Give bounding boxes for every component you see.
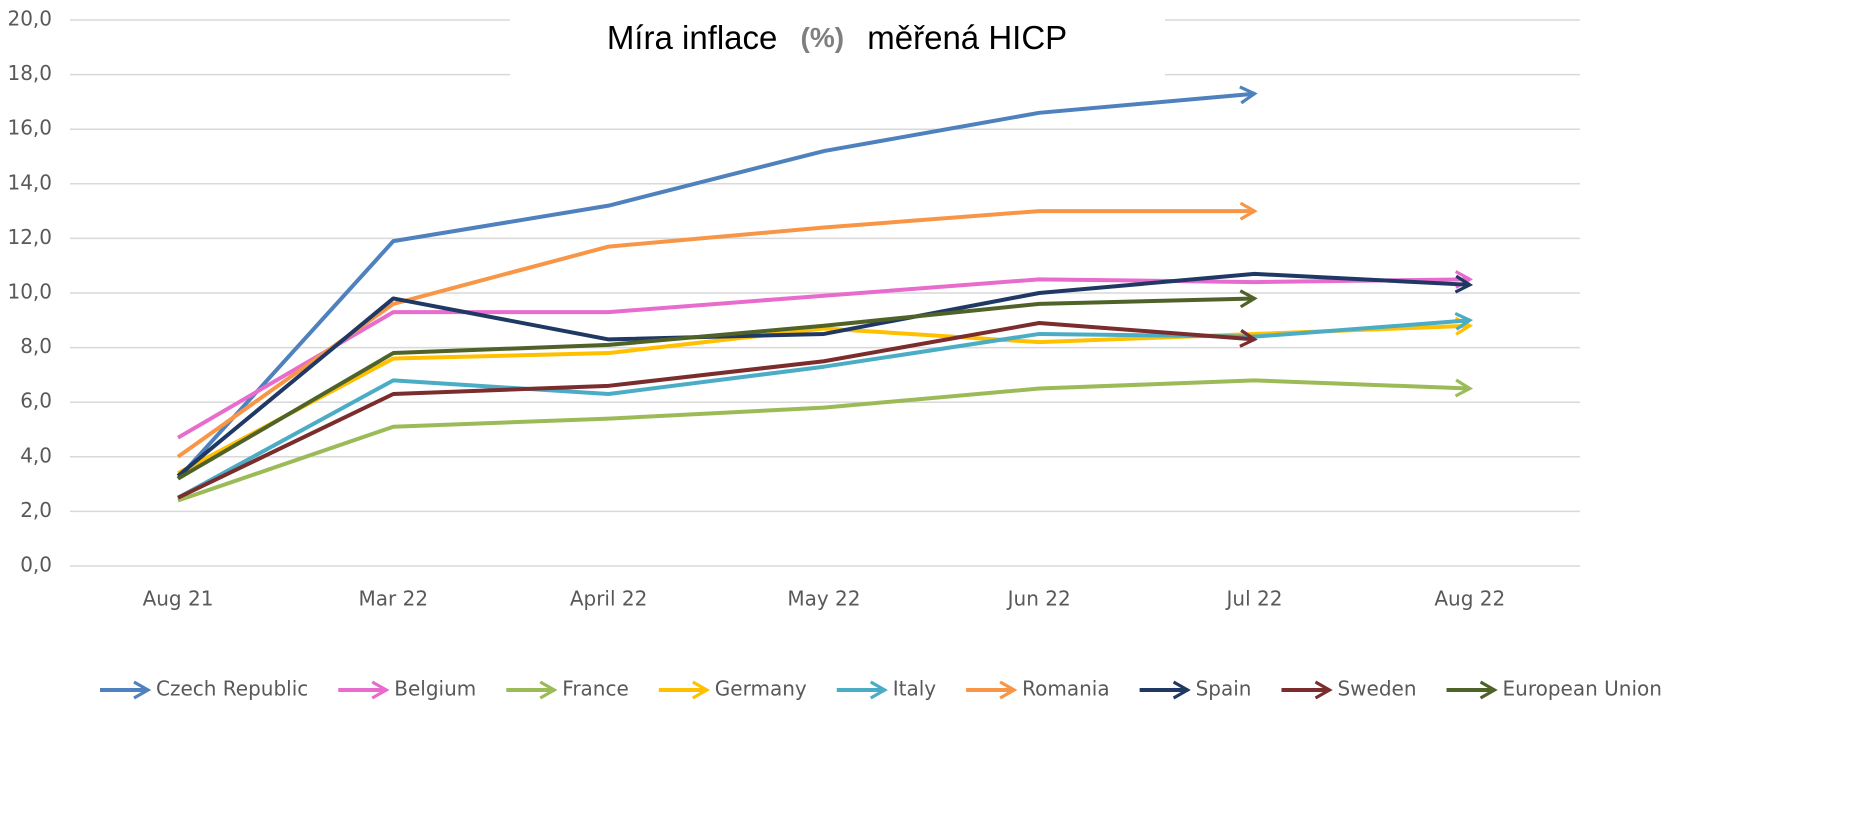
y-tick-label: 12,0 xyxy=(7,225,52,249)
series-line xyxy=(176,270,1474,440)
legend-label: Czech Republic xyxy=(156,677,308,701)
x-tick-label: Jun 22 xyxy=(1006,587,1071,611)
series-line xyxy=(177,378,1474,503)
x-tick-label: April 22 xyxy=(570,587,648,611)
x-tick-label: Aug 21 xyxy=(143,587,214,611)
y-tick-label: 6,0 xyxy=(20,389,52,413)
legend-label: Italy xyxy=(893,677,937,701)
x-tick-label: Mar 22 xyxy=(359,587,429,611)
series-line xyxy=(177,321,1258,500)
y-tick-label: 2,0 xyxy=(20,498,52,522)
x-tick-label: Aug 22 xyxy=(1434,587,1505,611)
title-box xyxy=(510,0,1165,76)
title-part: měřená HICP xyxy=(867,19,1067,56)
legend-label: Spain xyxy=(1196,677,1252,701)
series-line xyxy=(176,85,1258,480)
y-tick-label: 20,0 xyxy=(7,7,52,31)
y-tick-label: 10,0 xyxy=(7,280,52,304)
legend-label: Sweden xyxy=(1337,677,1416,701)
y-tick-label: 14,0 xyxy=(7,170,52,194)
y-tick-label: 0,0 xyxy=(20,553,52,577)
legend-label: European Union xyxy=(1503,677,1662,701)
y-tick-label: 8,0 xyxy=(20,334,52,358)
y-tick-label: 4,0 xyxy=(20,443,52,467)
legend-label: France xyxy=(562,677,629,701)
legend-label: Germany xyxy=(715,677,807,701)
y-tick-label: 16,0 xyxy=(7,116,52,140)
title-part: (%) xyxy=(801,22,845,53)
x-tick-label: May 22 xyxy=(787,587,860,611)
x-tick-label: Jul 22 xyxy=(1225,587,1283,611)
title-part: Míra inflace xyxy=(607,19,778,56)
series-line xyxy=(176,271,1474,478)
grid xyxy=(70,19,1580,567)
y-tick-label: 18,0 xyxy=(7,61,52,85)
legend-label: Romania xyxy=(1022,677,1109,701)
chart-title: Míra inflace (%) měřená HICP xyxy=(607,19,1067,56)
legend-label: Belgium xyxy=(394,677,476,701)
series-line xyxy=(176,289,1258,481)
